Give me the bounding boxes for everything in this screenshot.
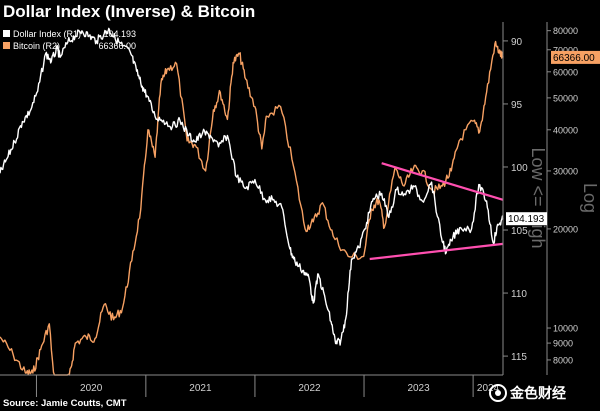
dollar-index-tick-label: 105 [511,226,528,237]
bitcoin-axis-ticks: 80000 70000 60000 50000 40000 30000 20000 10000… [546,22,578,375]
legend-swatch-bitcoin [3,42,10,49]
dollar-index-axis-title: Low <= High [528,147,548,248]
legend: Dollar Index (R1) 104.193 Bitcoin (R2) 6… [3,29,136,51]
watermark: 金色财经 [489,384,566,402]
dollar-index-tick-label: 115 [511,352,527,363]
bitcoin-tick-label: 10000 [553,324,578,334]
x-tick-label: 2024 [477,383,500,394]
dollar-index-tick-label: 100 [511,163,528,174]
legend-value-dollar-index: 104.193 [103,29,136,39]
legend-label-bitcoin: Bitcoin (R2) [13,41,60,51]
bitcoin-tick-label: 70000 [553,45,578,55]
bitcoin-last-value-box [551,50,600,64]
x-axis-ticks: 2020 2021 2022 2023 2024 [35,375,500,397]
dollar-index-tick-label: 90 [511,37,523,48]
legend-label-dollar-index: Dollar Index (R1) [13,29,81,39]
legend-value-bitcoin: 66366.00 [98,41,136,51]
dollar-index-line [0,27,504,346]
bitcoin-last-value-badge: 66366.00 [551,50,600,64]
bitcoin-tick-label: 60000 [553,67,578,77]
bitcoin-last-value-label: 66366.00 [553,53,595,64]
trendline-layer [369,162,504,261]
source-note: Source: Jamie Coutts, CMT [3,398,127,409]
upper-trendline [381,162,504,201]
bitcoin-tick-label: 80000 [553,26,578,36]
x-tick-label: 2021 [189,383,212,394]
series-layer [0,27,504,376]
x-tick-label: 2020 [80,383,103,394]
legend-swatch-dollar-index [3,30,10,37]
dollar-index-tick-label: 95 [511,100,523,111]
dollar-index-last-value-box [506,212,547,226]
watermark-text: 金色财经 [509,385,566,401]
bitcoin-tick-label: 9000 [553,339,573,349]
x-tick-label: 2023 [407,383,430,394]
bitcoin-line [0,40,504,376]
dollar-index-last-value-label: 104.193 [508,214,545,225]
watermark-logo-icon [489,384,507,402]
bitcoin-axis-title: Log [580,183,600,213]
bitcoin-tick-label: 8000 [553,355,573,365]
dollar-index-tick-label: 110 [511,289,527,300]
bitcoin-tick-label: 20000 [553,224,578,234]
bitcoin-tick-label: 40000 [553,125,578,135]
lower-trendline [369,242,504,261]
chart-title: Dollar Index (Inverse) & Bitcoin [3,2,255,21]
bitcoin-tick-label: 30000 [553,166,578,176]
x-tick-label: 2022 [298,383,321,394]
bitcoin-tick-label: 50000 [553,93,578,103]
dollar-index-last-value-badge: 104.193 [506,212,547,226]
dollar-index-axis-ticks: 90 95 100 105 110 115 [503,37,528,363]
